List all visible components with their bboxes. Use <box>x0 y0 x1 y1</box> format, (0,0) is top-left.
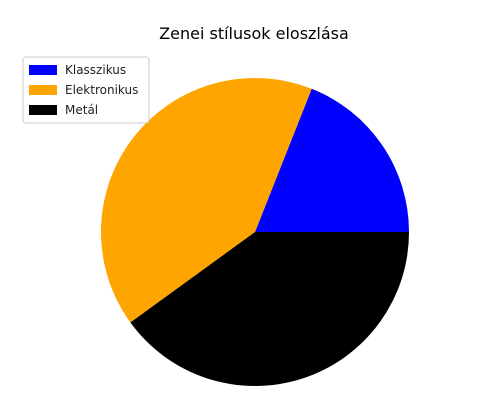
legend-entries: Klasszikus Elektronikus Metál <box>29 63 138 117</box>
legend: Klasszikus Elektronikus Metál <box>22 56 150 124</box>
legend-label-metal: Metál <box>65 103 98 117</box>
legend-swatch-klasszikus <box>29 65 57 75</box>
legend-swatch-metal <box>29 105 57 115</box>
legend-label-klasszikus: Klasszikus <box>65 63 126 77</box>
pie-slice-metal <box>130 232 409 387</box>
legend-label-elektronikus: Elektronikus <box>65 83 138 97</box>
pie-slices <box>100 77 409 387</box>
pie-slice-klasszikus <box>255 88 409 232</box>
chart-title: Zenei stílusok eloszlása <box>159 24 349 43</box>
pie-slice-elektronikus <box>100 77 312 323</box>
legend-swatch-elektronikus <box>29 85 57 95</box>
